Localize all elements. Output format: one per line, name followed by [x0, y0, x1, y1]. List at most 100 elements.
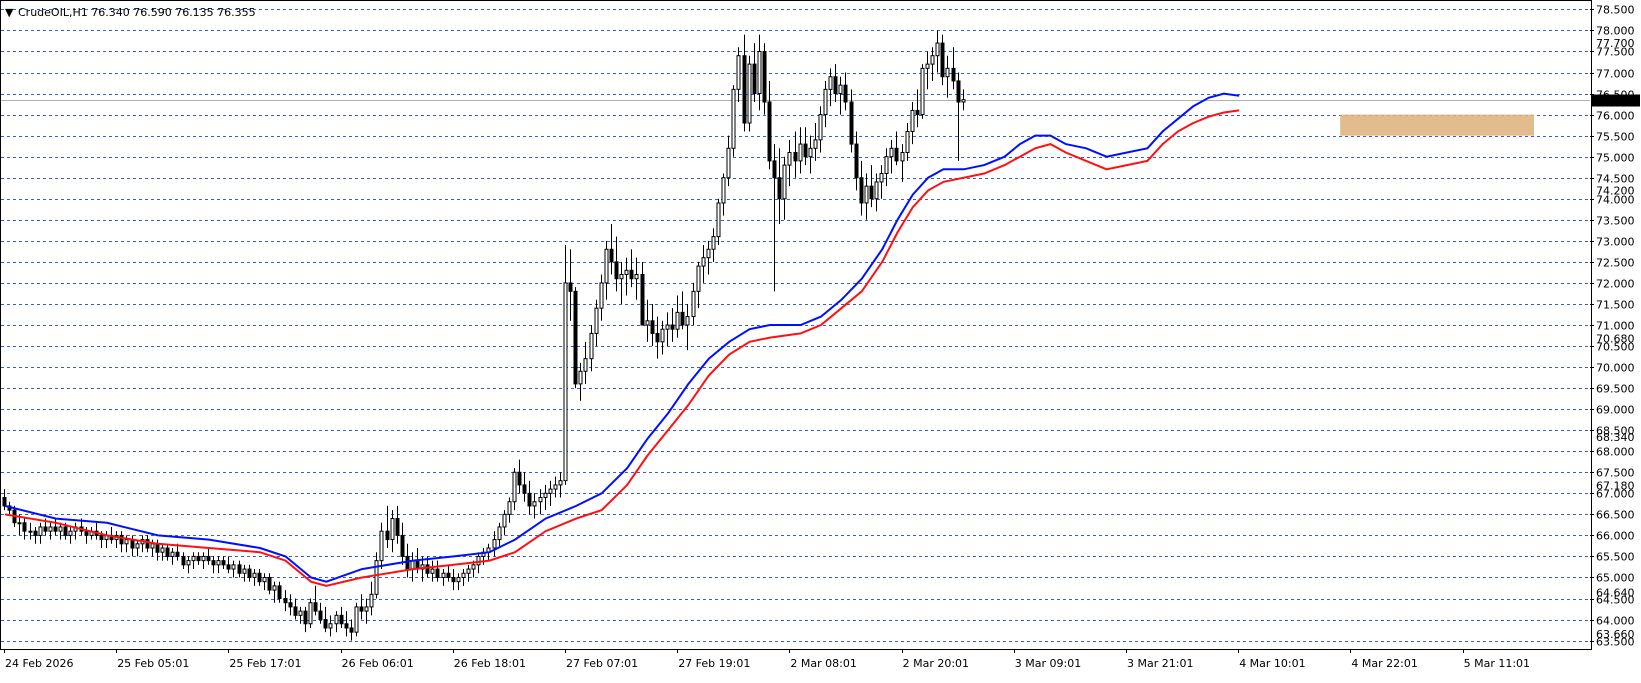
bear-candle-body [425, 564, 430, 574]
time-label: 27 Feb 07:01 [566, 657, 638, 670]
candle [262, 573, 267, 591]
bull-candle-body [201, 555, 206, 562]
price-label: 64.000 [1596, 615, 1635, 628]
bull-candle-body [160, 547, 165, 553]
bull-candle-body [497, 526, 502, 541]
price-label: 66.000 [1596, 530, 1635, 543]
candle [956, 72, 961, 161]
time-axis: 24 Feb 2026 25 Feb 05:01 25 Feb 17:01 26 Fe… [4, 649, 1530, 670]
candle [655, 316, 660, 359]
bear-candle-body [196, 555, 201, 562]
time-label: 26 Feb 18:01 [454, 657, 526, 670]
candle [925, 51, 930, 90]
bull-candle-body [706, 248, 711, 259]
bear-candle-body [119, 534, 124, 545]
current-price-tag [1591, 94, 1640, 107]
candle [33, 526, 38, 544]
bear-candle-body [614, 261, 619, 280]
candle [752, 43, 757, 102]
price-label: 68.500 [1596, 425, 1635, 438]
candle [716, 198, 721, 246]
bull-candle-body [910, 109, 915, 132]
candle [619, 261, 624, 304]
candle [568, 249, 573, 321]
bull-candle-body [461, 572, 466, 578]
price-label: 70.000 [1596, 362, 1635, 375]
bear-candle-body [145, 539, 150, 549]
bull-candle-body [548, 488, 553, 494]
bull-candle-body [828, 76, 833, 90]
bear-candle-body [283, 598, 288, 604]
bear-candle-body [859, 177, 864, 204]
price-minor-label: 64.640 [1596, 587, 1635, 600]
bear-candle-body [43, 526, 48, 532]
price-label: 71.000 [1596, 320, 1635, 333]
bull-candle-body [583, 358, 588, 372]
time-label: 2 Mar 08:01 [790, 657, 856, 670]
candle [267, 573, 272, 595]
candle [186, 556, 191, 574]
candle [308, 598, 313, 628]
bull-candle-body [864, 185, 869, 204]
price-label: 71.500 [1596, 299, 1635, 312]
bull-candle-body [747, 63, 752, 124]
bull-candle-body [502, 513, 507, 528]
candle [288, 594, 293, 616]
candle [247, 564, 252, 582]
time-label: 2 Mar 20:01 [903, 657, 969, 670]
candle [48, 522, 53, 540]
bear-candle-body [956, 80, 961, 103]
bear-candle-body [22, 522, 27, 532]
candle [543, 484, 548, 511]
bull-candle-body [170, 551, 175, 557]
candle [843, 72, 848, 111]
candle [594, 299, 599, 347]
bull-candle-body [48, 526, 53, 532]
candle [181, 552, 186, 570]
bear-candle-body [277, 585, 282, 600]
candle [640, 261, 645, 326]
bull-candle-body [838, 84, 843, 95]
bear-candle-body [609, 248, 614, 263]
collapse-arrow-icon[interactable]: ▼ [5, 6, 14, 19]
bear-candle-body [522, 484, 527, 494]
candle [787, 139, 792, 187]
candle [583, 341, 588, 384]
bull-candle-body [757, 50, 762, 95]
bull-candle-body [364, 606, 369, 612]
price-label: 77.500 [1596, 46, 1635, 59]
price-label: 78.500 [1596, 4, 1635, 17]
bull-candle-body [328, 623, 333, 629]
bull-candle-body [945, 67, 950, 78]
price-label: 67.500 [1596, 467, 1635, 480]
grid-lines [1, 9, 1590, 642]
bull-candle-body [874, 181, 879, 200]
bull-candle-body [920, 67, 925, 116]
bull-candle-body [726, 147, 731, 179]
bear-candle-body [267, 576, 272, 591]
candle [211, 556, 216, 574]
candle [849, 89, 854, 153]
candle [283, 590, 288, 612]
price-label: 68.000 [1596, 446, 1635, 459]
candle [461, 569, 466, 586]
candle [736, 47, 741, 102]
price-label: 64.500 [1596, 594, 1635, 607]
candle [680, 291, 685, 330]
candle [940, 34, 945, 86]
bear-candle-body [767, 101, 772, 162]
candle [277, 581, 282, 603]
candle [359, 594, 364, 620]
bull-candle-body [736, 55, 741, 90]
bull-candle-body [272, 585, 277, 591]
candle [889, 139, 894, 174]
candle [609, 224, 614, 275]
bull-candle-body [731, 88, 736, 149]
bull-candle-body [466, 568, 471, 574]
bear-candle-body [323, 619, 328, 629]
candle [364, 598, 369, 624]
candle [344, 611, 349, 637]
bear-candle-body [772, 160, 777, 179]
